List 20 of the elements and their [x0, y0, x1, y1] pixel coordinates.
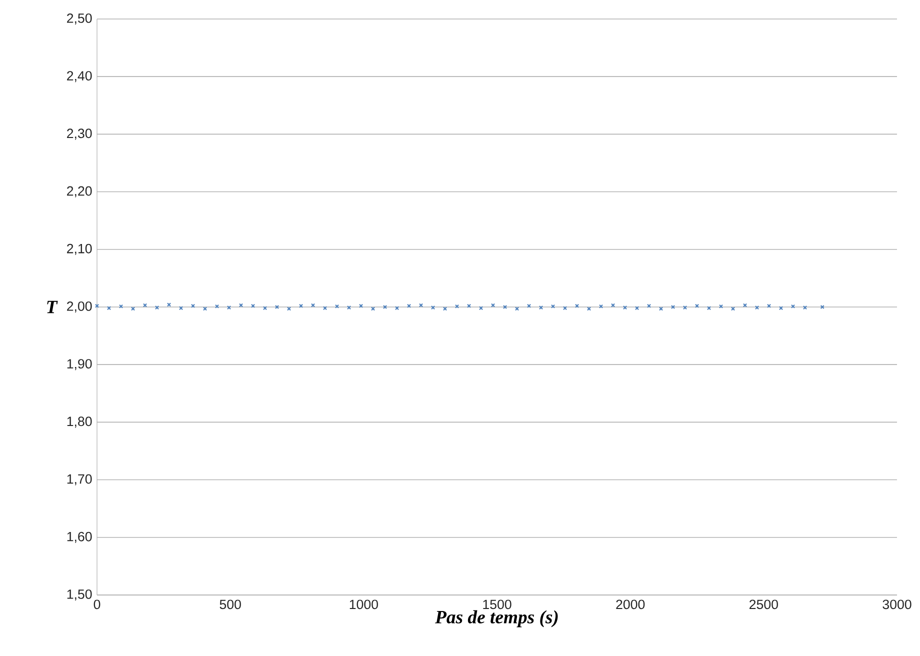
y-tick-label: 1,80: [67, 416, 92, 428]
x-tick-label: 1500: [483, 600, 512, 610]
y-tick-label: 1,50: [67, 589, 92, 600]
x-axis-title: Pas de temps (s): [435, 610, 558, 628]
x-tick-label: 500: [220, 600, 241, 610]
y-tick-label: 2,30: [67, 128, 92, 140]
x-tick-label: 3000: [882, 600, 912, 610]
y-tick-label: 2,00: [67, 301, 92, 313]
y-tick-label: 1,90: [67, 359, 92, 370]
x-tick-label: 2000: [616, 600, 645, 610]
y-tick-label: 1,60: [67, 532, 92, 543]
y-tick-label: 2,20: [67, 186, 92, 198]
y-tick-label: 2,40: [67, 71, 92, 82]
x-tick-label: 2500: [750, 600, 778, 610]
y-tick-label: 2,50: [67, 13, 92, 25]
x-tick-label: 0: [94, 600, 100, 610]
y-axis-title: T: [47, 300, 58, 314]
y-tick-label: 1,70: [67, 474, 92, 486]
y-tick-label: 2,10: [67, 244, 92, 255]
x-tick-label: 1000: [350, 600, 378, 610]
